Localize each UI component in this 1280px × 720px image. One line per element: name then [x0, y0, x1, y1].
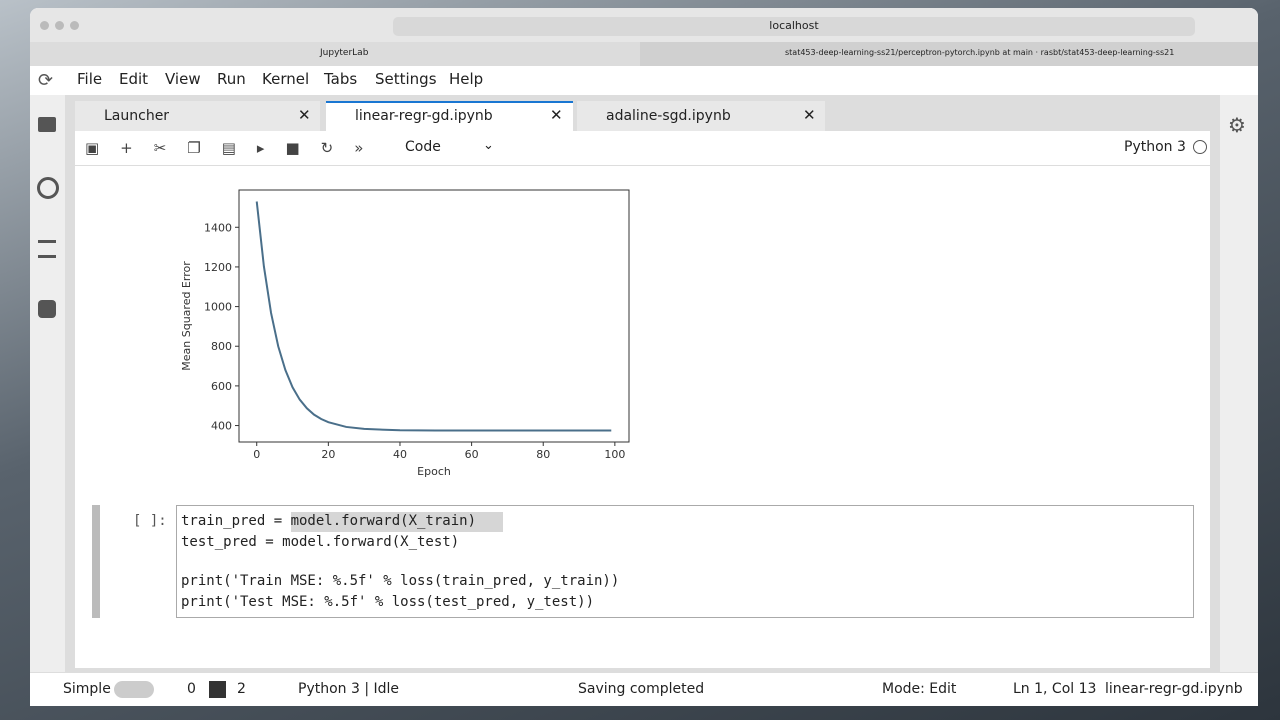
toc-icon[interactable] — [38, 240, 56, 258]
y-tick-label: 400 — [211, 420, 232, 433]
menu-item[interactable]: Edit — [119, 70, 149, 88]
kernel-status: Python 3 | Idle — [298, 681, 400, 697]
menu-item[interactable]: Tabs — [324, 70, 358, 88]
left-sidebar — [30, 95, 65, 672]
x-tick-label: 0 — [253, 448, 260, 461]
plot-frame — [238, 189, 630, 443]
line — [255, 201, 612, 432]
window-button[interactable] — [55, 21, 64, 30]
menu-item[interactable]: Help — [449, 70, 484, 88]
menu-item[interactable]: Run — [217, 70, 246, 88]
browser-tabs: JupyterLab stat453-deep-learning-ss21/pe… — [30, 42, 1258, 66]
edit-mode: Mode: Edit — [882, 681, 957, 697]
y-tick-label: 1000 — [204, 301, 232, 314]
cursor-position: Ln 1, Col 13 — [1013, 681, 1097, 697]
browser-tab-bg — [640, 42, 1258, 66]
running-icon[interactable] — [37, 177, 59, 199]
status-bar: Simple 0 2 Python 3 | Idle Saving comple… — [30, 672, 1258, 706]
x-tick-label: 60 — [465, 448, 479, 461]
url: localhost — [769, 19, 819, 32]
url-box[interactable]: localhost — [393, 17, 1195, 36]
x-tick-label: 40 — [393, 448, 407, 461]
cell-collapser[interactable] — [92, 505, 100, 618]
code-line: print('Test MSE: %.5f' % loss(test_pred,… — [181, 594, 595, 610]
cell-prompt: [ ]: — [133, 513, 167, 529]
chart: 0 20 40 60 80 100 400 600 800 1000 1200 1400 Epoch Me… — [180, 189, 630, 478]
browser-toolbar: localhost — [30, 8, 1258, 42]
terminals: 0 — [187, 681, 196, 697]
doc-tab-label: Launcher — [104, 108, 170, 124]
folder-icon[interactable] — [38, 117, 56, 132]
y-tick-label: 1200 — [204, 261, 232, 274]
kernel-indicator — [1193, 140, 1207, 154]
terminal-icon — [209, 681, 226, 698]
code-line: print('Train MSE: %.5f' % loss(train_pre… — [181, 573, 620, 589]
toolbar-buttons[interactable]: ▣+✂❐▤▸■↻» — [85, 139, 385, 157]
file-name: linear-regr-gd.ipynb — [1105, 681, 1243, 697]
menubar: ⟳ — [30, 66, 1258, 96]
settings-icon[interactable]: ⚙ — [1228, 113, 1246, 137]
y-tick-label: 600 — [211, 380, 232, 393]
extension-icon[interactable] — [38, 300, 56, 318]
code-line: test_pred = model.forward(X_test) — [181, 534, 460, 550]
doc-tab-active[interactable]: linear-regr-gd.ipynb ✕ — [326, 101, 573, 131]
x-tick-label: 100 — [604, 448, 625, 461]
x-tick-label: 80 — [536, 448, 550, 461]
notebook-toolbar: ▣+✂❐▤▸■↻» Code ⌄ Python 3 — [75, 131, 1210, 166]
doc-tab[interactable]: Launcher ✕ — [75, 101, 320, 131]
doc-tab-label: linear-regr-gd.ipynb — [355, 108, 493, 124]
browser-tab[interactable]: stat453-deep-learning-ss21/perceptron-py… — [785, 48, 1175, 57]
kernels: 2 — [237, 681, 246, 697]
status-message: Saving completed — [578, 681, 705, 697]
right-sidebar: ⚙ — [1220, 95, 1258, 672]
x-axis-label: Epoch — [417, 465, 451, 478]
x-tick-label: 20 — [321, 448, 335, 461]
cell-type[interactable]: Code — [405, 139, 441, 155]
doc-tab[interactable]: adaline-sgd.ipynb ✕ — [577, 101, 825, 131]
code-line: train_pred = model.forward(X_train) — [181, 513, 477, 529]
browser-tab[interactable]: JupyterLab — [320, 48, 369, 58]
selection-highlight — [291, 512, 503, 532]
window-button[interactable] — [70, 21, 79, 30]
menu-item[interactable]: Kernel — [262, 70, 310, 88]
menu-item[interactable]: File — [77, 70, 103, 88]
y-axis-label: Mean Squared Error — [180, 261, 193, 371]
mode-label: Simple — [63, 681, 111, 697]
window-button[interactable] — [40, 21, 49, 30]
y-tick-label: 1400 — [204, 221, 232, 234]
kernel-name[interactable]: Python 3 — [1124, 139, 1186, 155]
y-tick-label: 800 — [211, 340, 232, 353]
menu-item[interactable]: Settings — [375, 70, 437, 88]
simple-toggle[interactable] — [114, 681, 154, 698]
menu-item[interactable]: View — [165, 70, 201, 88]
doc-tab-label: adaline-sgd.ipynb — [606, 108, 731, 124]
